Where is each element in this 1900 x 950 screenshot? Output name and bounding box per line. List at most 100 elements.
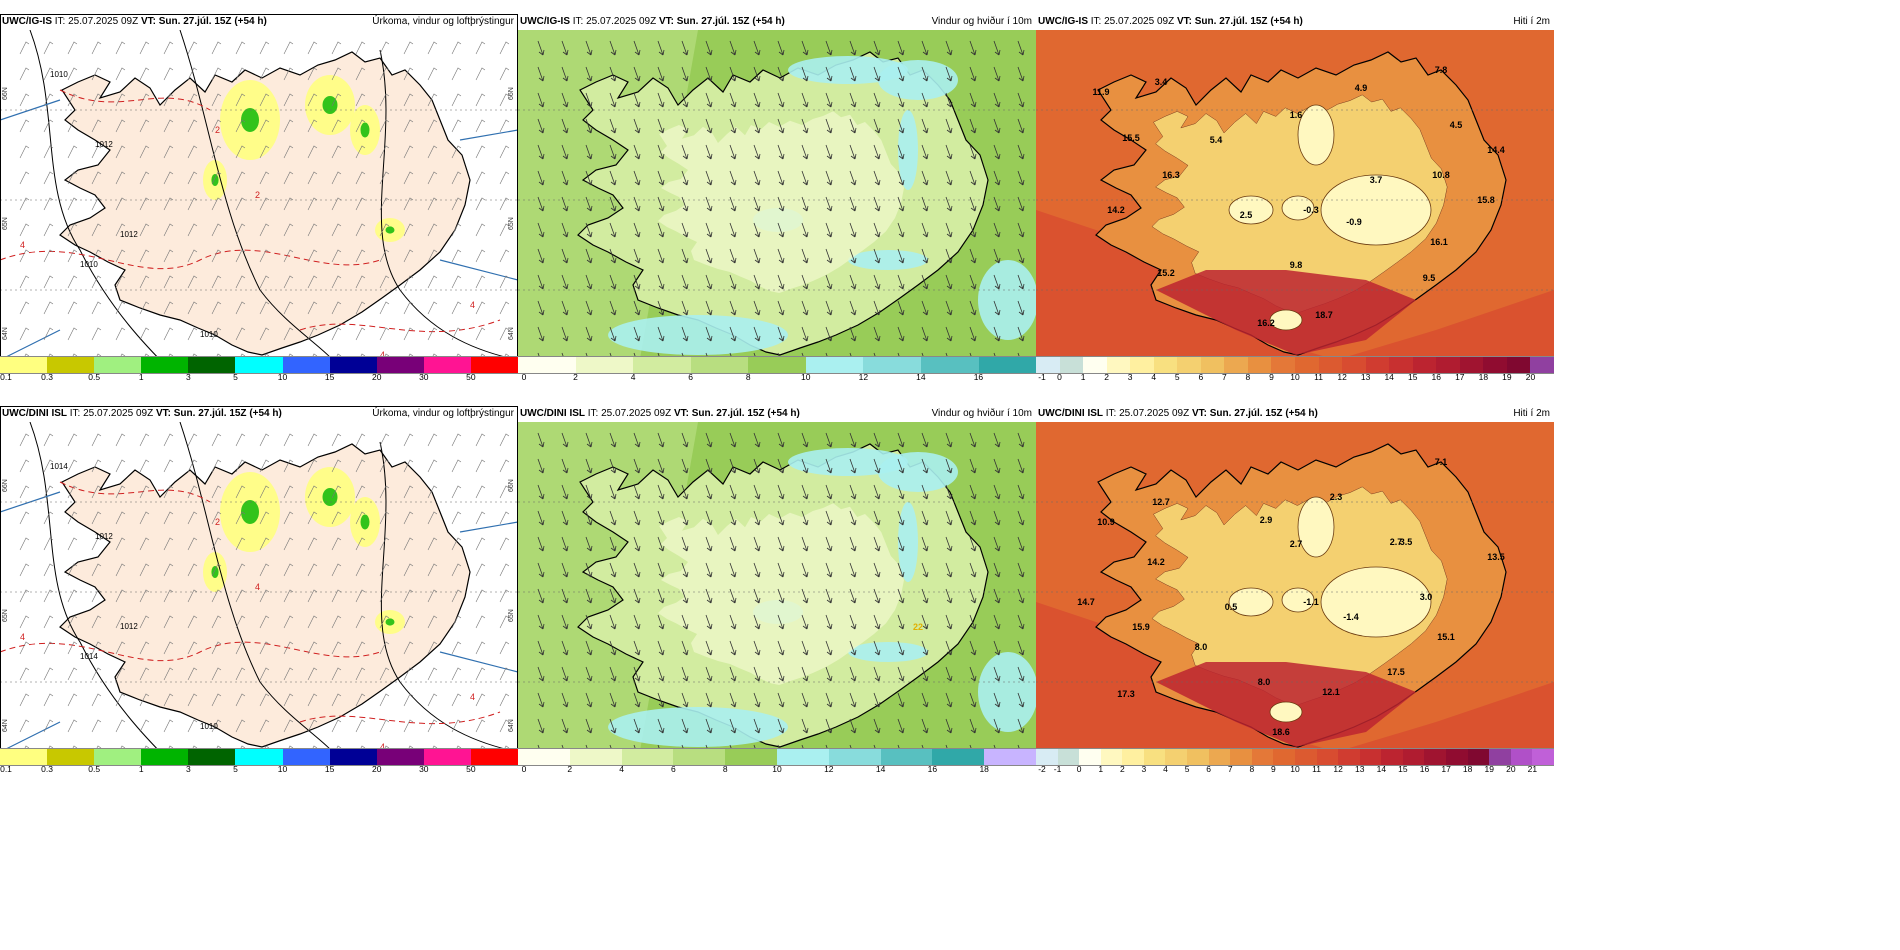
legend-swatch xyxy=(633,357,691,373)
wind-arrow xyxy=(945,222,953,238)
wind-arrow xyxy=(849,588,857,604)
legend-swatch xyxy=(1247,357,1272,373)
legend-swatch xyxy=(518,357,576,373)
temperature-value-label: 2.3 xyxy=(1329,492,1343,502)
wind-arrow xyxy=(609,196,617,212)
wind-arrow xyxy=(897,300,905,316)
wind-barb xyxy=(163,537,174,551)
legend-tick-label: 12 xyxy=(1333,764,1343,774)
wind-arrow xyxy=(561,170,569,186)
wind-arrow xyxy=(609,458,617,474)
wind-arrow xyxy=(705,510,713,526)
wind-arrow xyxy=(1017,40,1025,56)
wind-barb xyxy=(163,249,174,263)
wind-arrow xyxy=(585,562,593,578)
it-label: IT: 25.07.2025 09Z xyxy=(69,408,154,419)
latitude-label: 65N xyxy=(2,217,9,230)
legend-tick-label: 21 xyxy=(1527,764,1538,774)
wind-arrow xyxy=(777,588,785,604)
wind-barb xyxy=(163,693,174,707)
wind-arrow xyxy=(825,92,833,108)
wind-arrow xyxy=(897,666,905,682)
wind-arrow xyxy=(969,588,977,604)
isobar-label: 1012 xyxy=(95,532,113,541)
wind-barb xyxy=(283,693,294,707)
wind-barb xyxy=(115,41,126,55)
wind-arrow xyxy=(921,326,929,342)
temperature-value-label: 14.4 xyxy=(1487,145,1505,155)
wind-barb xyxy=(43,93,54,107)
wind-barb xyxy=(235,667,246,681)
wind-arrow xyxy=(993,92,1001,108)
wind-arrow xyxy=(1017,666,1025,682)
wind-barb xyxy=(403,563,414,577)
wind-barb xyxy=(403,485,414,499)
legend-swatch xyxy=(1036,749,1058,765)
wind-arrow xyxy=(729,248,737,264)
legend-tick-label: 20 xyxy=(371,764,382,774)
temperature-value-label: 4.9 xyxy=(1354,83,1368,93)
temperature-value-label: -0.9 xyxy=(1346,217,1362,227)
wind-arrow xyxy=(945,536,953,552)
wind-arrow xyxy=(1017,484,1025,500)
temp-map-svg xyxy=(1036,30,1554,370)
wind-barb xyxy=(403,249,414,263)
wind-arrow xyxy=(633,588,641,604)
temperature-value-label: 17.5 xyxy=(1387,667,1405,677)
wind-arrow xyxy=(777,40,785,56)
legend-swatch xyxy=(984,749,1036,765)
wind-barb xyxy=(331,589,342,603)
wind-barb xyxy=(355,275,366,289)
wind-barb xyxy=(475,41,486,55)
wind-arrow xyxy=(609,692,617,708)
wind-barb xyxy=(187,667,198,681)
wind-arrow xyxy=(657,144,665,160)
wind-arrow xyxy=(825,640,833,656)
wind-arrow xyxy=(993,458,1001,474)
wind-arrow xyxy=(681,458,689,474)
wind-barb xyxy=(163,589,174,603)
wind-arrow xyxy=(657,300,665,316)
wind-arrow xyxy=(561,692,569,708)
wind-arrow xyxy=(609,92,617,108)
wind-arrow xyxy=(801,248,809,264)
wind-arrow xyxy=(897,536,905,552)
isobar-label: 1012 xyxy=(95,140,113,149)
strong-wind-area xyxy=(978,652,1036,732)
temperature-contour xyxy=(0,641,381,662)
wind-arrow xyxy=(705,562,713,578)
wind-barb xyxy=(451,171,462,185)
wind-barb xyxy=(211,41,222,55)
temperature-value-label: 7.1 xyxy=(1434,457,1448,467)
wind-arrow xyxy=(945,718,953,734)
wind-barb xyxy=(355,145,366,159)
legend-swatch xyxy=(47,357,95,373)
legend-swatch xyxy=(1271,357,1296,373)
temperature-value-label: 15.2 xyxy=(1157,268,1175,278)
wind-barb xyxy=(163,719,174,733)
wind-barb xyxy=(331,197,342,211)
legend-swatch xyxy=(376,749,424,765)
wind-barb xyxy=(403,93,414,107)
wind-arrow xyxy=(777,92,785,108)
wind-barb xyxy=(331,145,342,159)
wind-barb xyxy=(211,589,222,603)
wind-arrow xyxy=(585,510,593,526)
wind-arrow xyxy=(897,196,905,212)
wind-barb xyxy=(187,485,198,499)
wind-arrow xyxy=(777,144,785,160)
wind-barb xyxy=(139,223,150,237)
wind-arrow xyxy=(657,222,665,238)
wind-barb xyxy=(283,485,294,499)
panel-row1-temp: UWC/IG-IS IT: 25.07.2025 09Z VT: Sun. 27… xyxy=(1036,14,1555,384)
wind-map-svg xyxy=(518,422,1036,762)
wind-barb xyxy=(43,223,54,237)
wind-barb xyxy=(43,615,54,629)
wind-barb xyxy=(67,327,78,341)
wind-barb xyxy=(187,589,198,603)
wind-arrow xyxy=(657,248,665,264)
wind-arrow xyxy=(897,562,905,578)
wind-arrow xyxy=(633,692,641,708)
wind-arrow xyxy=(921,640,929,656)
wind-arrow xyxy=(945,614,953,630)
